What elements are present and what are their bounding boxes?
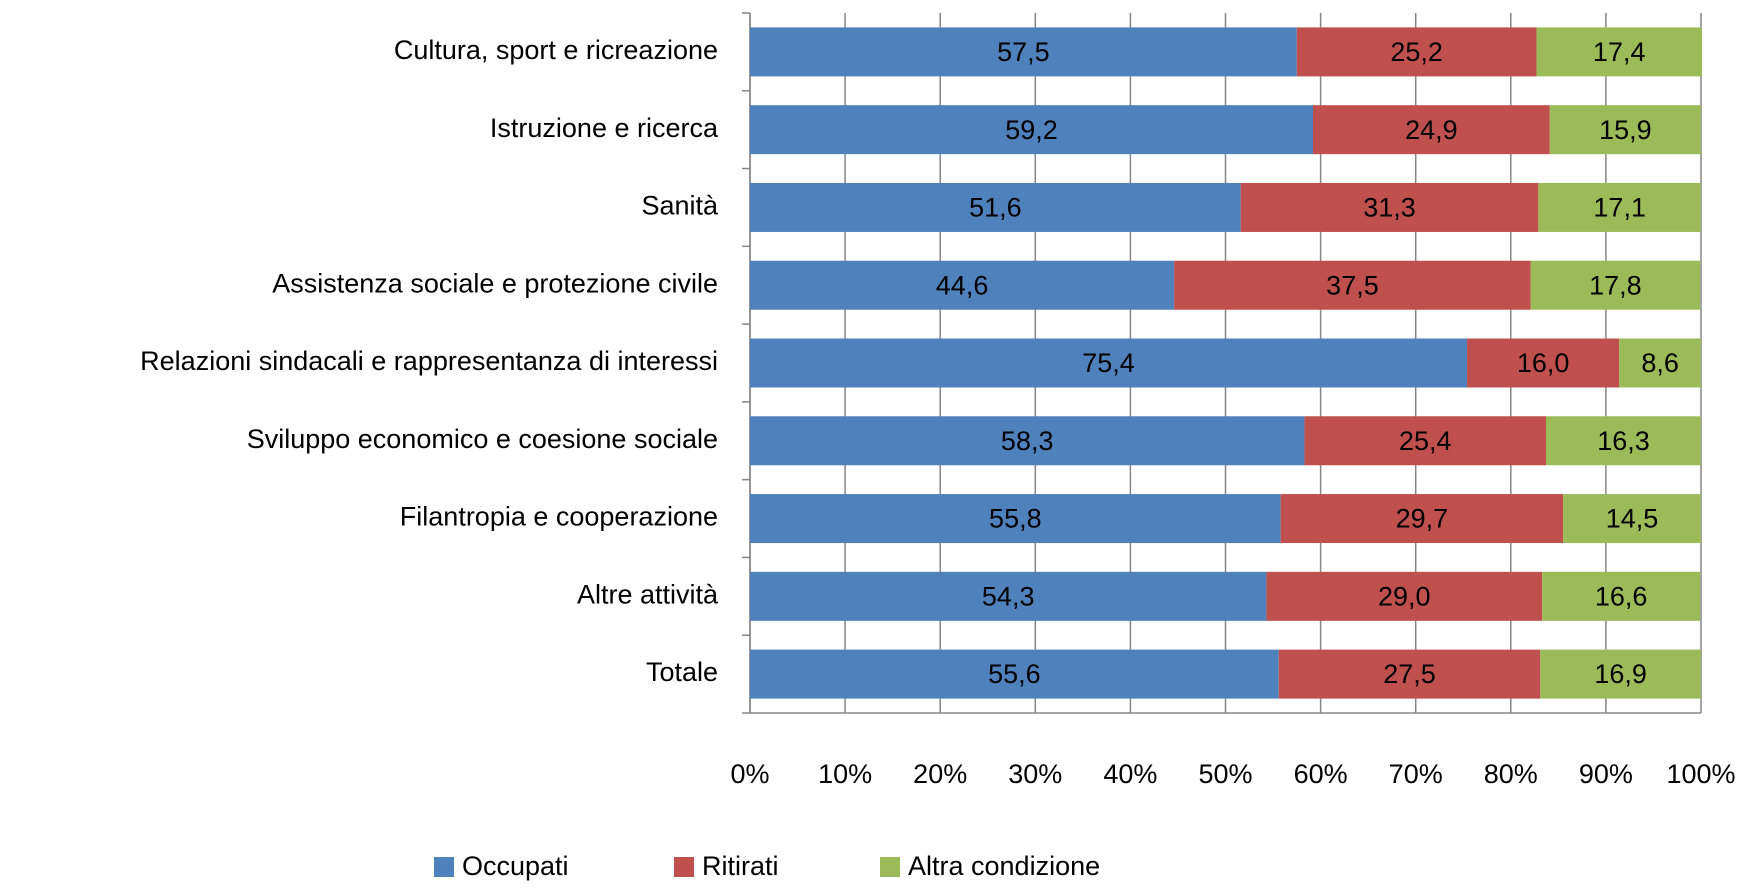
bar-segment: [1549, 105, 1701, 155]
bar-segment: [1530, 260, 1701, 310]
x-tick-label: 70%: [1389, 759, 1443, 789]
value-label: 75,4: [1082, 348, 1135, 378]
bar-segment: [1240, 182, 1539, 232]
x-tick-label: 10%: [818, 759, 872, 789]
bar-segment: [750, 260, 1175, 310]
value-label: 55,8: [989, 504, 1042, 534]
x-tick-label: 40%: [1103, 759, 1157, 789]
value-label: 25,2: [1390, 37, 1443, 67]
bar-segment: [750, 649, 1279, 699]
x-tick-label: 90%: [1579, 759, 1633, 789]
bar-segment: [1542, 571, 1701, 621]
x-tick-label: 60%: [1294, 759, 1348, 789]
value-label: 59,2: [1005, 115, 1058, 145]
bar-segment: [1278, 649, 1541, 699]
bar-segment: [1467, 338, 1620, 388]
bar-segment: [1536, 27, 1702, 77]
x-tick-label: 30%: [1008, 759, 1062, 789]
bar-segment: [1304, 416, 1546, 466]
bar-segment: [1540, 649, 1701, 699]
value-label: 24,9: [1405, 115, 1458, 145]
legend-label: Occupati: [462, 851, 569, 881]
value-label: 16,3: [1597, 426, 1650, 456]
value-label: 16,9: [1594, 659, 1647, 689]
legend-swatch: [434, 857, 454, 877]
value-label: 16,0: [1517, 348, 1570, 378]
bar-segment: [750, 338, 1468, 388]
x-tick-label: 100%: [1666, 759, 1735, 789]
value-label: 14,5: [1606, 504, 1659, 534]
bar-segment: [1312, 105, 1550, 155]
legend-swatch: [880, 857, 900, 877]
x-tick-label: 20%: [913, 759, 967, 789]
value-label: 17,1: [1593, 193, 1646, 223]
bar-segment: [1174, 260, 1531, 310]
y-tick-label: Sviluppo economico e coesione sociale: [247, 424, 718, 454]
bar-segment: [750, 571, 1267, 621]
bar-segment: [750, 27, 1297, 77]
y-tick-label: Assistenza sociale e protezione civile: [272, 268, 718, 298]
value-label: 8,6: [1641, 348, 1679, 378]
y-tick-label: Sanità: [641, 191, 719, 221]
x-tick-label: 0%: [730, 759, 769, 789]
bar-segment: [1296, 27, 1537, 77]
value-label: 31,3: [1363, 193, 1416, 223]
value-label: 37,5: [1326, 270, 1379, 300]
legend-swatch: [674, 857, 694, 877]
legend-label: Ritirati: [702, 851, 779, 881]
value-label: 16,6: [1595, 581, 1648, 611]
value-label: 44,6: [936, 270, 989, 300]
value-label: 27,5: [1383, 659, 1436, 689]
value-label: 25,4: [1399, 426, 1452, 456]
bar-segment: [1266, 571, 1543, 621]
bar-segment: [1545, 416, 1701, 466]
bar-segment: [1280, 494, 1564, 544]
value-label: 29,7: [1396, 504, 1449, 534]
value-label: 57,5: [997, 37, 1050, 67]
x-tick-label: 50%: [1198, 759, 1252, 789]
value-label: 51,6: [969, 193, 1022, 223]
value-label: 58,3: [1001, 426, 1054, 456]
value-label: 55,6: [988, 659, 1041, 689]
value-label: 17,4: [1593, 37, 1646, 67]
bar-segment: [750, 416, 1305, 466]
value-label: 17,8: [1589, 270, 1642, 300]
y-tick-label: Altre attività: [577, 579, 719, 609]
bar-segment: [1619, 338, 1701, 388]
value-label: 54,3: [982, 581, 1035, 611]
y-tick-label: Filantropia e cooperazione: [400, 502, 718, 532]
x-tick-label: 80%: [1484, 759, 1538, 789]
y-tick-label: Istruzione e ricerca: [490, 113, 719, 143]
value-label: 29,0: [1378, 581, 1431, 611]
bar-segment: [750, 105, 1313, 155]
y-tick-label: Cultura, sport e ricreazione: [394, 35, 718, 65]
legend-label: Altra condizione: [908, 851, 1100, 881]
y-tick-label: Relazioni sindacali e rappresentanza di …: [140, 346, 718, 376]
bar-segment: [750, 494, 1281, 544]
bar-segment: [750, 182, 1241, 232]
value-label: 15,9: [1599, 115, 1652, 145]
bar-segment: [1538, 182, 1701, 232]
y-tick-label: Totale: [646, 657, 718, 687]
bar-segment: [1563, 494, 1701, 544]
